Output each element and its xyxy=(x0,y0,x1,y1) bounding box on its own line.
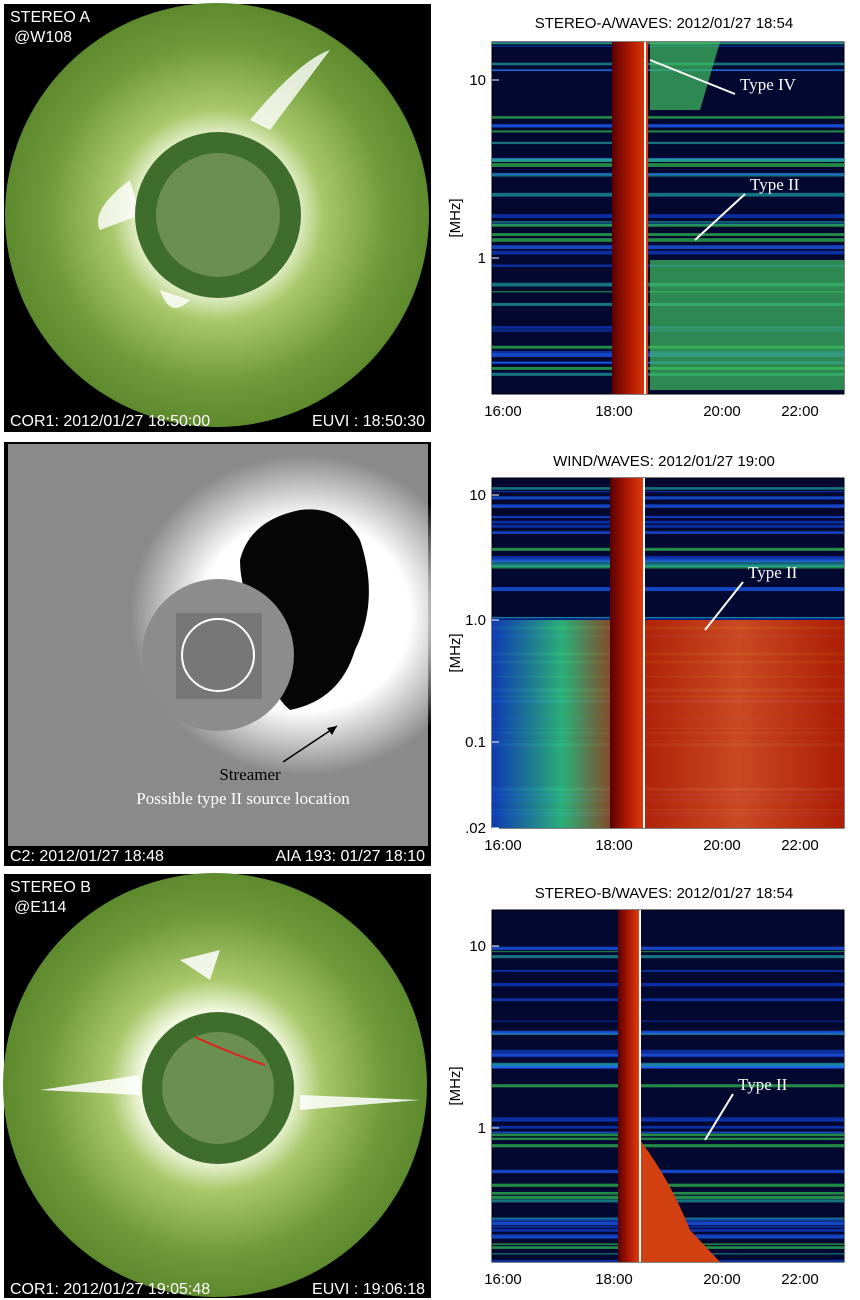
emission-band xyxy=(492,521,844,524)
emission-band xyxy=(492,531,844,534)
emission-band xyxy=(492,516,844,517)
annotation: Type IV xyxy=(740,75,797,94)
emission-band xyxy=(492,947,844,950)
emission-band xyxy=(492,214,844,218)
emission-band xyxy=(492,998,844,1001)
emission-band xyxy=(492,1132,844,1134)
emission-band xyxy=(492,525,844,528)
emission-band xyxy=(492,970,844,972)
emission-band xyxy=(492,238,844,242)
image-label: @E114 xyxy=(14,899,67,916)
x-tick-label: 20:00 xyxy=(703,1271,741,1288)
figure: STEREO A @W108 COR1: 2012/01/27 18:50:00… xyxy=(0,0,860,1300)
emission-band xyxy=(492,487,844,490)
emission-band xyxy=(492,163,844,167)
emission-band xyxy=(492,1126,844,1129)
x-tick-label: 16:00 xyxy=(484,1271,522,1288)
emission-band xyxy=(492,617,844,618)
emission-band xyxy=(492,951,844,952)
emission-band xyxy=(492,491,844,492)
annotation: Streamer xyxy=(219,765,281,784)
euvi-disk xyxy=(162,1032,274,1144)
euvi-disk xyxy=(156,153,280,277)
x-tick-label: 22:00 xyxy=(781,1271,819,1288)
footer: EUVI : 19:06:18 xyxy=(312,1281,425,1298)
y-axis-label: [MHz] xyxy=(447,633,464,672)
x-tick-label: 18:00 xyxy=(595,403,633,420)
y-tick-label: .02 xyxy=(465,820,486,837)
emission-band xyxy=(492,1134,844,1137)
low-freq-emission xyxy=(492,620,844,828)
x-tick-label: 20:00 xyxy=(703,837,741,854)
radio-burst xyxy=(618,910,640,1262)
emission-band xyxy=(492,1170,844,1173)
annotation: Possible type II source location xyxy=(136,789,350,808)
emission-band xyxy=(492,251,844,255)
emission-band xyxy=(492,556,844,559)
spectrum-title: WIND/WAVES: 2012/01/27 19:00 xyxy=(553,453,775,470)
emission-band xyxy=(492,504,844,507)
emission-band xyxy=(492,224,844,227)
emission-band xyxy=(492,1021,844,1022)
aia-image xyxy=(176,613,262,699)
emission-band xyxy=(492,496,844,499)
image-label: STEREO B xyxy=(10,879,91,896)
radio-burst xyxy=(610,478,645,828)
emission-band xyxy=(492,142,844,144)
annotation: Type II xyxy=(750,175,800,194)
emission-band xyxy=(492,1050,844,1053)
emission-band xyxy=(492,245,844,249)
emission-band xyxy=(492,1053,844,1056)
y-tick-label: 1 xyxy=(478,1120,486,1137)
x-tick-label: 22:00 xyxy=(781,837,819,854)
y-tick-label: 1 xyxy=(478,250,486,267)
emission-band xyxy=(492,1084,844,1087)
x-tick-label: 20:00 xyxy=(703,403,741,420)
spectrum-title: STEREO-B/WAVES: 2012/01/27 18:54 xyxy=(535,885,793,902)
emission-band xyxy=(492,1063,844,1065)
emission-band xyxy=(492,130,844,132)
emission-band xyxy=(492,1120,844,1121)
footer: EUVI : 18:50:30 xyxy=(312,413,425,430)
y-axis-label: [MHz] xyxy=(447,1066,464,1105)
annotation: Type II xyxy=(738,1075,788,1094)
y-tick-label: 1.0 xyxy=(465,612,486,629)
emission-band xyxy=(492,158,844,161)
footer: AIA 193: 01/27 18:10 xyxy=(276,848,426,865)
emission-band xyxy=(492,955,844,958)
y-tick-label: 0.1 xyxy=(465,734,486,751)
y-tick-label: 10 xyxy=(469,938,486,955)
emission-band xyxy=(492,1031,844,1034)
footer: COR1: 2012/01/27 19:05:48 xyxy=(10,1281,210,1298)
emission-band xyxy=(492,1144,844,1147)
emission-band xyxy=(492,126,844,128)
emission-band xyxy=(492,116,844,119)
footer: COR1: 2012/01/27 18:50:00 xyxy=(10,413,210,430)
footer: C2: 2012/01/27 18:48 xyxy=(10,848,164,865)
x-tick-label: 16:00 xyxy=(484,403,522,420)
y-tick-label: 10 xyxy=(469,72,486,89)
emission-band xyxy=(492,983,844,986)
y-axis-label: [MHz] xyxy=(447,198,464,237)
emission-band xyxy=(492,559,844,563)
image-label: STEREO A xyxy=(10,9,90,26)
x-tick-label: 18:00 xyxy=(595,837,633,854)
y-tick-label: 10 xyxy=(469,487,486,504)
radio-burst xyxy=(612,42,648,394)
emission-band xyxy=(492,587,844,591)
x-tick-label: 22:00 xyxy=(781,403,819,420)
x-tick-label: 16:00 xyxy=(484,837,522,854)
spectrum-title: STEREO-A/WAVES: 2012/01/27 18:54 xyxy=(535,15,793,32)
annotation: Type II xyxy=(748,563,798,582)
emission-band xyxy=(492,1066,844,1069)
emission-band xyxy=(492,233,844,236)
x-tick-label: 18:00 xyxy=(595,1271,633,1288)
emission-band xyxy=(492,1138,844,1140)
image-label: @W108 xyxy=(14,29,72,46)
emission-band xyxy=(492,221,844,223)
emission-band xyxy=(492,549,844,551)
